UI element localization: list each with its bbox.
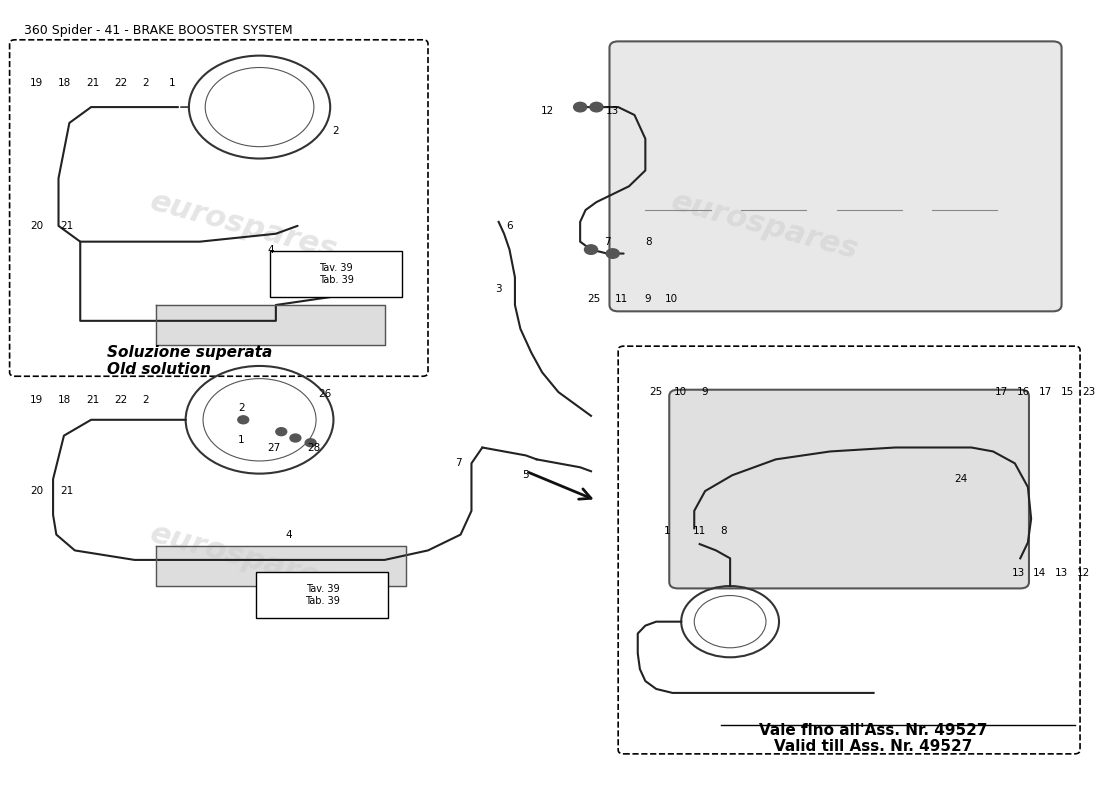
Text: 10: 10 bbox=[673, 387, 686, 397]
FancyBboxPatch shape bbox=[271, 251, 402, 297]
Text: 23: 23 bbox=[1082, 387, 1096, 397]
Circle shape bbox=[290, 434, 300, 442]
Circle shape bbox=[590, 102, 603, 112]
Text: 2: 2 bbox=[238, 403, 244, 413]
Circle shape bbox=[584, 245, 597, 254]
Text: 8: 8 bbox=[720, 526, 727, 536]
Text: 21: 21 bbox=[60, 486, 74, 496]
Text: 3: 3 bbox=[495, 284, 502, 294]
Circle shape bbox=[276, 428, 287, 436]
Text: 5: 5 bbox=[522, 470, 529, 480]
Text: 25: 25 bbox=[650, 387, 663, 397]
Text: 12: 12 bbox=[541, 106, 554, 116]
FancyBboxPatch shape bbox=[669, 390, 1028, 589]
Circle shape bbox=[573, 102, 586, 112]
Text: 17: 17 bbox=[996, 387, 1009, 397]
Text: eurospares: eurospares bbox=[146, 519, 340, 598]
FancyBboxPatch shape bbox=[609, 42, 1062, 311]
Text: 9: 9 bbox=[645, 294, 651, 304]
Text: 19: 19 bbox=[30, 78, 43, 88]
Polygon shape bbox=[156, 546, 406, 586]
Text: 21: 21 bbox=[87, 395, 100, 405]
Text: eurospares: eurospares bbox=[146, 187, 340, 265]
Text: Valid till Ass. Nr. 49527: Valid till Ass. Nr. 49527 bbox=[774, 739, 972, 754]
Text: Tav. 39
Tab. 39: Tav. 39 Tab. 39 bbox=[305, 584, 340, 606]
FancyBboxPatch shape bbox=[10, 40, 428, 376]
Text: 7: 7 bbox=[455, 458, 462, 468]
FancyBboxPatch shape bbox=[256, 572, 388, 618]
Text: 20: 20 bbox=[30, 221, 43, 231]
Text: 7: 7 bbox=[604, 237, 611, 246]
Text: eurospares: eurospares bbox=[668, 519, 861, 598]
Text: 4: 4 bbox=[267, 245, 274, 254]
Text: 360 Spider - 41 - BRAKE BOOSTER SYSTEM: 360 Spider - 41 - BRAKE BOOSTER SYSTEM bbox=[24, 24, 293, 37]
Text: 2: 2 bbox=[142, 78, 148, 88]
Text: 1: 1 bbox=[663, 526, 670, 536]
Text: 10: 10 bbox=[664, 294, 678, 304]
Text: 27: 27 bbox=[267, 442, 280, 453]
Text: 11: 11 bbox=[615, 294, 628, 304]
Polygon shape bbox=[156, 305, 385, 345]
Circle shape bbox=[238, 416, 249, 424]
Text: 1: 1 bbox=[169, 78, 176, 88]
Text: 1: 1 bbox=[238, 434, 244, 445]
Text: 22: 22 bbox=[113, 78, 128, 88]
Text: 19: 19 bbox=[30, 395, 43, 405]
Text: 12: 12 bbox=[1077, 567, 1090, 578]
Text: 18: 18 bbox=[57, 395, 70, 405]
Text: 16: 16 bbox=[1016, 387, 1031, 397]
Text: 24: 24 bbox=[954, 474, 967, 484]
Text: 13: 13 bbox=[606, 106, 619, 116]
Text: eurospares: eurospares bbox=[668, 187, 861, 265]
Text: 28: 28 bbox=[307, 442, 320, 453]
Text: 20: 20 bbox=[30, 486, 43, 496]
Circle shape bbox=[305, 438, 316, 446]
Circle shape bbox=[606, 249, 619, 258]
Text: 21: 21 bbox=[60, 221, 74, 231]
Text: 26: 26 bbox=[318, 389, 331, 398]
Text: 11: 11 bbox=[693, 526, 706, 536]
Text: 13: 13 bbox=[1055, 567, 1068, 578]
Text: 14: 14 bbox=[1033, 567, 1046, 578]
Text: 17: 17 bbox=[1038, 387, 1052, 397]
Text: 4: 4 bbox=[286, 530, 293, 539]
Text: 21: 21 bbox=[87, 78, 100, 88]
Text: 6: 6 bbox=[506, 221, 513, 231]
Text: 2: 2 bbox=[142, 395, 148, 405]
Text: 8: 8 bbox=[646, 237, 652, 246]
Text: 2: 2 bbox=[332, 126, 339, 136]
Text: 13: 13 bbox=[1012, 567, 1025, 578]
FancyBboxPatch shape bbox=[618, 346, 1080, 754]
Text: 9: 9 bbox=[702, 387, 708, 397]
Text: 15: 15 bbox=[1060, 387, 1074, 397]
Text: 25: 25 bbox=[587, 294, 601, 304]
Text: 18: 18 bbox=[57, 78, 70, 88]
Text: 22: 22 bbox=[113, 395, 128, 405]
Text: Soluzione superata
Old solution: Soluzione superata Old solution bbox=[108, 345, 273, 377]
Text: Tav. 39
Tab. 39: Tav. 39 Tab. 39 bbox=[319, 263, 353, 285]
Text: Vale fino all'Ass. Nr. 49527: Vale fino all'Ass. Nr. 49527 bbox=[759, 723, 988, 738]
